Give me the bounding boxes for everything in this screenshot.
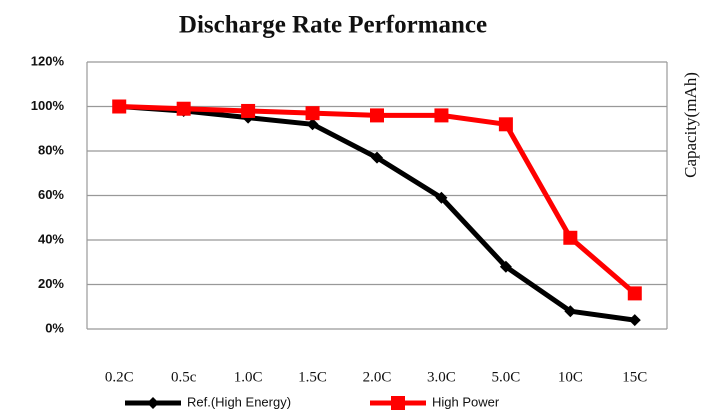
- y-axis-label: Capacity(mAh): [681, 72, 700, 178]
- y-tick-label: 120%: [31, 53, 65, 68]
- x-tick-label: 3.0C: [427, 369, 456, 385]
- x-tick-label: 15C: [622, 369, 647, 385]
- chart-title: Discharge Rate Performance: [179, 12, 487, 39]
- marker: [564, 305, 577, 318]
- x-tick-label: 1.0C: [234, 369, 263, 385]
- marker: [563, 230, 578, 245]
- x-tick-label: 0.5c: [171, 369, 197, 385]
- marker: [498, 117, 513, 132]
- marker: [434, 108, 449, 123]
- legend-label: Ref.(High Energy): [187, 394, 291, 409]
- marker: [435, 191, 448, 204]
- y-tick-label: 60%: [38, 187, 64, 202]
- legend-label: High Power: [432, 394, 500, 409]
- marker: [176, 101, 191, 116]
- marker: [627, 286, 642, 301]
- x-tick-label: 1.5C: [298, 369, 327, 385]
- marker: [305, 106, 320, 121]
- marker: [241, 103, 256, 118]
- marker: [371, 151, 383, 164]
- series-line: [119, 104, 637, 296]
- y-tick-label: 100%: [31, 98, 65, 113]
- legend-marker: [147, 397, 159, 409]
- x-tick-label: 10C: [558, 369, 583, 385]
- marker: [370, 108, 384, 123]
- x-tick-label: 2.0C: [363, 369, 392, 385]
- marker: [112, 99, 127, 114]
- y-tick-label: 20%: [38, 276, 64, 291]
- legend-marker: [391, 396, 405, 410]
- marker: [499, 260, 512, 273]
- y-tick-label: 80%: [38, 142, 64, 157]
- marker: [306, 118, 319, 131]
- y-tick-label: 40%: [38, 231, 64, 246]
- marker: [628, 314, 641, 327]
- x-tick-label: 0.2C: [105, 369, 134, 385]
- x-tick-label: 5.0C: [492, 369, 521, 385]
- y-tick-label: 0%: [45, 320, 64, 335]
